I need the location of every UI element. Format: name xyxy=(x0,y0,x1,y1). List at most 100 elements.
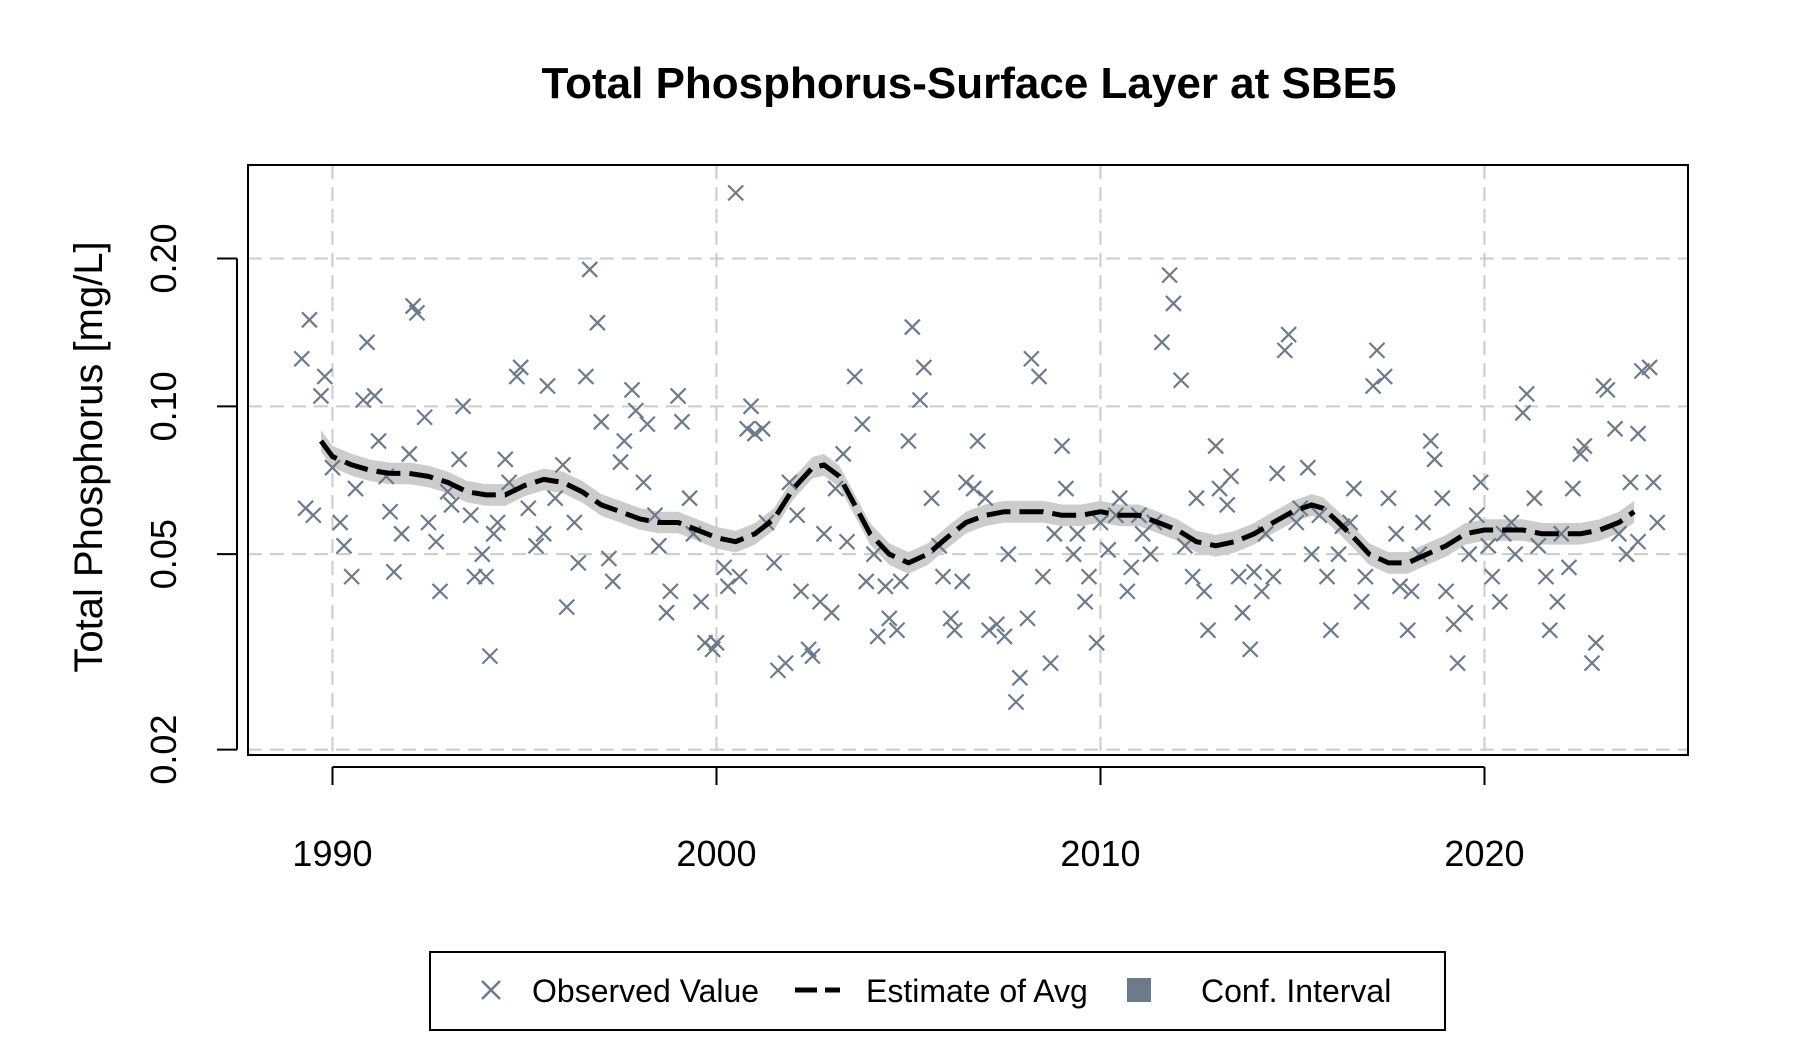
observed-point-stroke xyxy=(746,425,764,442)
observed-point xyxy=(324,459,341,476)
observed-point xyxy=(1576,437,1593,455)
observed-point xyxy=(1019,610,1036,627)
observed-point-stroke xyxy=(692,593,710,611)
observed-point-stroke xyxy=(593,413,610,431)
observed-point-stroke xyxy=(1583,654,1601,672)
observed-point xyxy=(823,604,840,621)
observed-point xyxy=(1276,342,1294,359)
observed-point-stroke xyxy=(623,381,641,399)
observed-point xyxy=(1629,425,1647,442)
observed-point-stroke xyxy=(473,545,491,563)
observed-point-stroke xyxy=(1641,359,1658,376)
observed-point xyxy=(1042,654,1059,672)
observed-point-stroke xyxy=(627,402,645,419)
observed-point-stroke xyxy=(946,621,963,639)
observed-point-stroke xyxy=(811,593,829,611)
observed-point-stroke xyxy=(1426,451,1443,468)
observed-point-stroke xyxy=(1506,545,1524,563)
observed-point-stroke xyxy=(489,514,506,531)
observed-point-stroke xyxy=(834,445,852,463)
legend-observed-label: Observed Value xyxy=(532,973,759,1009)
observed-point-stroke xyxy=(1088,634,1105,652)
observed-point-stroke xyxy=(1280,326,1297,343)
observed-point xyxy=(1641,359,1658,376)
observed-point-stroke xyxy=(404,297,422,315)
observed-point-stroke xyxy=(1649,514,1666,531)
observed-point-stroke xyxy=(1549,593,1566,611)
observed-point xyxy=(1599,381,1616,399)
x-tick-label: 2000 xyxy=(676,833,756,874)
observed-point xyxy=(1119,583,1136,600)
observed-point xyxy=(1011,669,1029,687)
observed-point-stroke xyxy=(408,304,426,322)
observed-point-stroke xyxy=(765,554,783,572)
observed-point-stroke xyxy=(934,568,952,585)
observed-point-stroke xyxy=(1007,693,1025,711)
observed-point-stroke xyxy=(1092,514,1109,531)
observed-point xyxy=(1622,474,1639,491)
observed-point xyxy=(535,525,552,543)
observed-point xyxy=(742,398,760,415)
observed-point-stroke xyxy=(1357,568,1374,585)
observed-point xyxy=(792,583,810,600)
observed-point xyxy=(781,474,798,491)
observed-point-stroke xyxy=(965,480,983,497)
observed-point-stroke xyxy=(881,610,898,627)
observed-point xyxy=(1280,326,1297,343)
observed-point xyxy=(1330,545,1347,563)
observed-point xyxy=(1030,368,1048,385)
observed-point-stroke xyxy=(401,445,418,463)
observed-point-stroke xyxy=(681,489,698,507)
observed-point xyxy=(443,496,460,514)
observed-point-stroke xyxy=(512,359,529,376)
observed-point-stroke xyxy=(301,311,318,329)
observed-point xyxy=(1572,445,1589,463)
observed-point xyxy=(1122,559,1140,576)
observed-point-stroke xyxy=(589,314,606,331)
observed-point-stroke xyxy=(650,537,668,555)
observed-point-stroke xyxy=(1537,568,1555,585)
observed-point-stroke xyxy=(477,568,495,585)
observed-point xyxy=(312,387,330,405)
observed-point xyxy=(477,568,495,585)
observed-point-stroke xyxy=(1457,604,1474,621)
observed-point-stroke xyxy=(1364,377,1382,395)
observed-point xyxy=(623,381,641,399)
observed-point xyxy=(754,420,771,438)
observed-point xyxy=(1629,533,1647,551)
observed-point-stroke xyxy=(1299,459,1317,476)
observed-point xyxy=(1288,514,1305,531)
observed-point-stroke xyxy=(1188,489,1205,507)
observed-point xyxy=(366,387,383,405)
observed-point-stroke xyxy=(996,628,1013,645)
observed-point-stroke xyxy=(1629,425,1647,442)
observed-point xyxy=(1564,480,1582,497)
observed-point xyxy=(385,563,403,581)
observed-point-stroke xyxy=(520,500,537,517)
observed-point-stroke xyxy=(297,500,314,517)
observed-point-stroke xyxy=(1291,500,1309,517)
observed-point-stroke xyxy=(554,456,572,474)
observed-point xyxy=(500,474,518,491)
observed-point-stroke xyxy=(900,432,917,450)
observed-point-stroke xyxy=(1000,545,1017,563)
observed-point-stroke xyxy=(347,480,364,497)
observed-point xyxy=(865,545,883,563)
observed-point xyxy=(969,432,986,450)
observed-point-stroke xyxy=(324,459,341,476)
observed-point xyxy=(1376,368,1393,385)
observed-point-stroke xyxy=(800,641,817,658)
observed-point-stroke xyxy=(1468,506,1486,524)
observed-point-stroke xyxy=(942,610,959,627)
observed-point-stroke xyxy=(1353,593,1370,611)
observed-point xyxy=(1222,468,1240,485)
observed-point xyxy=(1437,583,1455,600)
observed-point xyxy=(1468,506,1486,524)
observed-point xyxy=(612,453,629,471)
observed-point xyxy=(546,489,564,507)
observed-point-stroke xyxy=(877,578,894,595)
observed-point-stroke xyxy=(497,451,514,468)
observed-point-stroke xyxy=(293,350,311,368)
observed-point-stroke xyxy=(969,432,986,450)
observed-point xyxy=(942,610,959,627)
